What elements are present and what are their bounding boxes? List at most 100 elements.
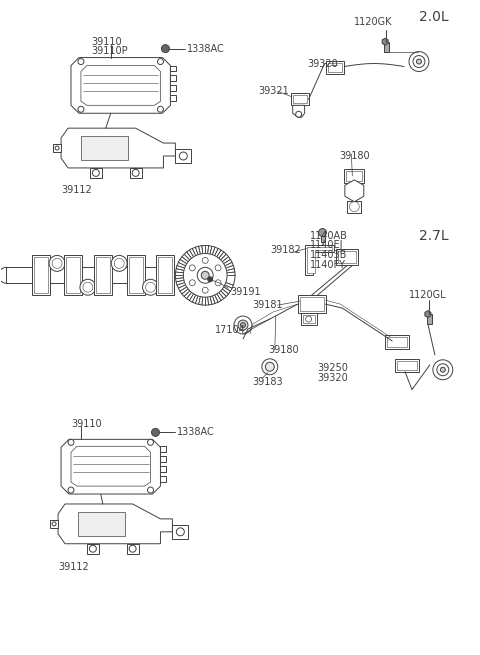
Text: 2.0L: 2.0L xyxy=(419,10,449,24)
Polygon shape xyxy=(61,128,175,168)
Circle shape xyxy=(132,170,139,176)
Polygon shape xyxy=(345,180,364,202)
Bar xyxy=(160,476,167,482)
Text: 17104: 17104 xyxy=(215,325,246,335)
Text: 39183: 39183 xyxy=(252,377,283,386)
Circle shape xyxy=(433,360,453,380)
Bar xyxy=(395,359,419,372)
Bar xyxy=(64,255,82,295)
Polygon shape xyxy=(71,446,151,486)
Circle shape xyxy=(409,52,429,71)
Circle shape xyxy=(183,253,227,297)
Bar xyxy=(50,520,58,528)
Polygon shape xyxy=(71,58,170,113)
Circle shape xyxy=(52,522,56,526)
Circle shape xyxy=(147,440,154,445)
Circle shape xyxy=(417,59,421,64)
Text: 1120GL: 1120GL xyxy=(409,290,447,300)
Bar xyxy=(96,257,110,293)
Circle shape xyxy=(202,257,208,263)
Text: 39180: 39180 xyxy=(268,345,299,355)
Circle shape xyxy=(437,364,449,376)
Circle shape xyxy=(175,246,235,305)
Polygon shape xyxy=(382,38,388,45)
Circle shape xyxy=(306,316,312,322)
Bar xyxy=(90,168,102,178)
Bar xyxy=(170,96,176,102)
Text: 39250: 39250 xyxy=(318,363,348,373)
Circle shape xyxy=(152,428,159,436)
Circle shape xyxy=(197,267,213,283)
Circle shape xyxy=(145,282,156,292)
Polygon shape xyxy=(78,512,125,536)
Text: 39180: 39180 xyxy=(339,151,370,161)
Polygon shape xyxy=(81,66,160,105)
Bar xyxy=(130,168,142,178)
Polygon shape xyxy=(81,136,128,160)
Polygon shape xyxy=(293,105,305,117)
Text: 39112: 39112 xyxy=(61,185,92,195)
Text: 39321: 39321 xyxy=(258,86,288,96)
Bar xyxy=(387,337,407,347)
Circle shape xyxy=(189,280,195,286)
Bar xyxy=(160,457,167,462)
Circle shape xyxy=(0,267,14,283)
Bar xyxy=(298,295,325,313)
Text: 39182: 39182 xyxy=(270,246,300,255)
Circle shape xyxy=(349,202,360,212)
Polygon shape xyxy=(307,248,333,273)
Text: 39320: 39320 xyxy=(318,373,348,383)
Bar xyxy=(160,466,167,472)
Circle shape xyxy=(296,111,301,117)
Bar xyxy=(129,257,143,293)
Bar xyxy=(53,144,61,152)
Circle shape xyxy=(129,545,136,552)
Text: 11403B: 11403B xyxy=(310,250,347,261)
Text: 2.7L: 2.7L xyxy=(419,229,449,242)
Bar xyxy=(175,149,192,163)
Bar xyxy=(336,250,358,265)
Circle shape xyxy=(180,152,187,160)
Bar xyxy=(344,169,364,183)
Polygon shape xyxy=(58,504,172,544)
Circle shape xyxy=(319,229,326,236)
Bar xyxy=(127,544,139,553)
Text: 39110: 39110 xyxy=(71,419,102,430)
Bar xyxy=(66,257,80,293)
Text: 1338AC: 1338AC xyxy=(187,44,225,54)
Bar xyxy=(300,297,324,311)
Bar xyxy=(300,313,316,325)
Text: 1338AC: 1338AC xyxy=(178,428,215,438)
Bar xyxy=(338,252,356,263)
Polygon shape xyxy=(425,310,431,318)
Bar xyxy=(32,255,50,295)
Bar xyxy=(87,544,99,553)
Polygon shape xyxy=(305,246,335,275)
Polygon shape xyxy=(61,440,160,494)
Circle shape xyxy=(161,45,169,52)
Circle shape xyxy=(80,279,96,295)
Circle shape xyxy=(234,316,252,334)
Bar xyxy=(170,66,176,71)
Text: 39110P: 39110P xyxy=(91,46,128,56)
Circle shape xyxy=(68,487,74,493)
Bar xyxy=(94,255,112,295)
Bar xyxy=(127,255,144,295)
Circle shape xyxy=(143,279,158,295)
Bar xyxy=(328,62,342,73)
Circle shape xyxy=(202,288,208,293)
Bar xyxy=(158,257,172,293)
Circle shape xyxy=(52,259,62,269)
Circle shape xyxy=(78,58,84,65)
Bar xyxy=(347,171,362,181)
Bar xyxy=(348,200,361,213)
Text: 1140FY: 1140FY xyxy=(310,260,346,271)
Bar xyxy=(397,361,417,370)
Circle shape xyxy=(49,255,65,271)
Bar xyxy=(6,267,160,283)
Circle shape xyxy=(238,320,248,330)
Text: 39112: 39112 xyxy=(58,561,89,572)
Circle shape xyxy=(215,265,221,271)
Circle shape xyxy=(147,487,154,493)
Circle shape xyxy=(240,322,245,328)
